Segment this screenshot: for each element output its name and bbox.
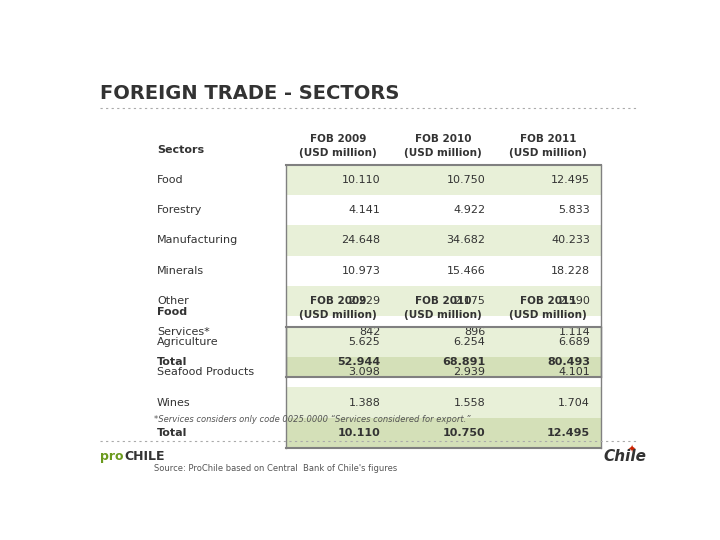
Text: FOB 2011: FOB 2011 xyxy=(520,134,577,144)
Text: *Services considers only code 0025.0000 “Services considered for export.”: *Services considers only code 0025.0000 … xyxy=(154,415,471,424)
Text: 2.590: 2.590 xyxy=(558,296,590,306)
Text: 3.098: 3.098 xyxy=(348,367,380,377)
Text: FOREIGN TRADE - SECTORS: FOREIGN TRADE - SECTORS xyxy=(100,84,400,103)
Text: 24.648: 24.648 xyxy=(341,235,380,246)
Text: 10.110: 10.110 xyxy=(342,175,380,185)
Text: 4.922: 4.922 xyxy=(453,205,485,215)
Text: Wines: Wines xyxy=(157,397,191,408)
Text: Chile: Chile xyxy=(603,449,647,464)
Text: 10.110: 10.110 xyxy=(338,428,380,438)
Text: FOB 2010: FOB 2010 xyxy=(415,134,472,144)
Text: (USD million): (USD million) xyxy=(405,148,482,158)
Text: FOB 2009: FOB 2009 xyxy=(310,134,366,144)
Text: 896: 896 xyxy=(464,327,485,336)
Text: 40.233: 40.233 xyxy=(552,235,590,246)
Text: 15.466: 15.466 xyxy=(446,266,485,276)
Text: 2.175: 2.175 xyxy=(454,296,485,306)
Text: (USD million): (USD million) xyxy=(509,310,587,320)
Bar xyxy=(286,388,600,418)
Text: 4.141: 4.141 xyxy=(348,205,380,215)
Text: Total: Total xyxy=(157,428,187,438)
Text: 5.625: 5.625 xyxy=(348,337,380,347)
Text: Total: Total xyxy=(157,357,187,367)
Text: pro: pro xyxy=(100,450,124,463)
Text: Services*: Services* xyxy=(157,327,210,336)
Text: (USD million): (USD million) xyxy=(509,148,587,158)
Text: 80.493: 80.493 xyxy=(547,357,590,367)
Text: 12.495: 12.495 xyxy=(547,428,590,438)
Text: 10.750: 10.750 xyxy=(446,175,485,185)
Bar xyxy=(286,347,600,377)
Text: Minerals: Minerals xyxy=(157,266,204,276)
Text: ✦: ✦ xyxy=(627,444,636,455)
Text: 10.750: 10.750 xyxy=(443,428,485,438)
Text: Forestry: Forestry xyxy=(157,205,202,215)
Text: (USD million): (USD million) xyxy=(300,310,377,320)
Bar xyxy=(286,165,600,195)
Text: 2.229: 2.229 xyxy=(348,296,380,306)
Text: Seafood Products: Seafood Products xyxy=(157,367,254,377)
Text: FOB 2009: FOB 2009 xyxy=(310,296,366,306)
Text: 842: 842 xyxy=(359,327,380,336)
Text: FOB 2011: FOB 2011 xyxy=(520,296,577,306)
Text: 1.558: 1.558 xyxy=(454,397,485,408)
Text: 1.704: 1.704 xyxy=(558,397,590,408)
Text: 18.228: 18.228 xyxy=(551,266,590,276)
Text: CHILE: CHILE xyxy=(125,450,165,463)
Text: Source: ProChile based on Central  Bank of Chile's figures: Source: ProChile based on Central Bank o… xyxy=(154,464,397,473)
Text: (USD million): (USD million) xyxy=(405,310,482,320)
Text: 34.682: 34.682 xyxy=(446,235,485,246)
Bar xyxy=(286,225,600,255)
Text: (USD million): (USD million) xyxy=(300,148,377,158)
Text: Manufacturing: Manufacturing xyxy=(157,235,238,246)
Text: Food: Food xyxy=(157,175,184,185)
Text: Other: Other xyxy=(157,296,189,306)
Text: 1.114: 1.114 xyxy=(558,327,590,336)
Text: 2.939: 2.939 xyxy=(453,367,485,377)
Text: 5.833: 5.833 xyxy=(558,205,590,215)
Text: Agriculture: Agriculture xyxy=(157,337,219,347)
Text: FOB 2010: FOB 2010 xyxy=(415,296,472,306)
Text: 68.891: 68.891 xyxy=(442,357,485,367)
Text: 12.495: 12.495 xyxy=(551,175,590,185)
Text: 4.101: 4.101 xyxy=(558,367,590,377)
Text: 1.388: 1.388 xyxy=(348,397,380,408)
Text: 6.254: 6.254 xyxy=(454,337,485,347)
Text: 10.973: 10.973 xyxy=(341,266,380,276)
Bar xyxy=(286,418,600,448)
Bar xyxy=(286,286,600,316)
Bar xyxy=(286,327,600,357)
Text: 52.944: 52.944 xyxy=(337,357,380,367)
Text: 6.689: 6.689 xyxy=(558,337,590,347)
Text: Sectors: Sectors xyxy=(157,145,204,155)
Text: Food: Food xyxy=(157,307,187,317)
